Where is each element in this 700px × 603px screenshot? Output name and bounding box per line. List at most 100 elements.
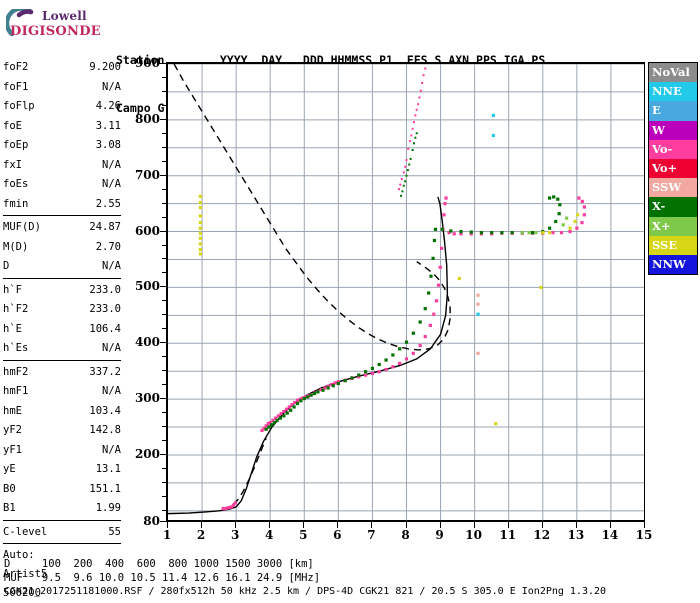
param-value: 55 <box>108 525 121 538</box>
param-row: M(D) 2.70 <box>3 238 121 258</box>
x-axis-tick <box>371 522 373 528</box>
x-axis-tick <box>303 522 305 528</box>
param-row: B1 1.99 <box>3 499 121 519</box>
series-sse-noise-column <box>198 194 202 256</box>
y-axis-minor-tick <box>162 188 166 190</box>
y-axis-minor-tick <box>162 467 166 469</box>
ionogram-plot[interactable] <box>166 62 645 522</box>
param-row: yF2 142.8 <box>3 421 121 441</box>
param-key: foFlp <box>3 100 35 112</box>
param-key: yF2 <box>3 424 22 436</box>
param-key: foE <box>3 119 22 132</box>
param-key: h`Es <box>3 342 29 354</box>
param-separator <box>3 543 121 544</box>
param-row: h`Es N/A <box>3 339 121 359</box>
legend-item-e[interactable]: E <box>649 101 697 121</box>
y-axis-minor-tick <box>162 426 166 428</box>
auto-info-line: Artist5 <box>3 568 48 580</box>
y-axis-tick-label: 700 <box>134 167 160 182</box>
legend-item-vo-[interactable]: Vo+ <box>649 158 697 179</box>
param-row: fmin 2.55 <box>3 195 121 215</box>
param-separator <box>3 215 121 216</box>
param-value: 9.200 <box>89 61 121 73</box>
param-key: foF2 <box>3 61 29 73</box>
param-row: foF2 9.200 <box>3 58 121 78</box>
x-axis-tick <box>541 522 543 528</box>
legend-item-vo-[interactable]: Vo- <box>649 139 697 159</box>
y-axis-minor-tick <box>162 495 166 497</box>
legend-item-noval[interactable]: NoVal <box>649 63 697 83</box>
param-value: 2.70 <box>95 240 121 253</box>
param-key: MUF(D) <box>3 221 41 233</box>
legend-item-ssw[interactable]: SSW <box>649 178 697 198</box>
y-axis-minor-tick <box>162 356 166 358</box>
x-axis-tick-label: 14 <box>601 528 619 542</box>
x-axis-tick-label: 15 <box>635 528 653 542</box>
param-value: 3.11 <box>95 119 121 132</box>
param-separator <box>3 519 121 521</box>
x-axis-tick <box>575 522 577 528</box>
y-axis-tick-label: 80 <box>143 514 160 528</box>
y-axis-minor-tick <box>162 509 166 511</box>
param-key: foEs <box>3 178 29 190</box>
series-x-cusp-overlay <box>520 216 569 235</box>
legend-item-nnw[interactable]: NNW <box>649 254 697 275</box>
param-row: hmF1 N/A <box>3 382 121 402</box>
param-separator <box>3 359 121 361</box>
param-value: 142.8 <box>89 424 121 436</box>
parameter-panel: foF2 9.200 foF1 N/A foFlp 4.26 foE 3.11 foEp 3.08… <box>3 58 121 603</box>
muf-dashed-curve-upper <box>173 64 451 351</box>
param-value: 24.87 <box>89 221 121 233</box>
x-axis-tick <box>473 522 475 528</box>
x-axis-tick <box>269 522 271 528</box>
param-row: h`F 233.0 <box>3 281 121 301</box>
param-row: hmE 103.4 <box>3 402 121 422</box>
param-row: C-level 55 <box>3 523 121 543</box>
legend-item-nne[interactable]: NNE <box>649 82 697 102</box>
param-key: h`E <box>3 322 22 335</box>
y-axis-minor-tick <box>162 412 166 414</box>
y-axis-tick-label: 800 <box>134 111 160 126</box>
y-axis-minor-tick <box>162 286 166 288</box>
y-axis-tick-label: 300 <box>134 391 160 406</box>
y-axis-minor-tick <box>162 384 166 386</box>
footer-distance-row: D 100 200 400 600 800 1000 1500 3000 [km… <box>4 558 314 570</box>
y-axis-minor-tick <box>162 258 166 260</box>
param-row: yF1 N/A <box>3 441 121 461</box>
footer-file-row: CGK21_2017251181000.RSF / 280fx512h 50 k… <box>4 586 607 597</box>
auto-info-line: 500200 <box>3 587 41 599</box>
x-axis-tick <box>644 522 645 528</box>
param-row: hmF2 337.2 <box>3 363 121 383</box>
x-axis-tick <box>439 522 441 528</box>
series-2nd-hop-x-echoes <box>400 132 418 197</box>
x-axis-tick-label: 11 <box>499 528 517 542</box>
grid <box>168 64 644 520</box>
param-value: 4.26 <box>95 100 121 112</box>
arc-icon <box>6 9 34 37</box>
legend-item-x-[interactable]: X+ <box>649 216 697 236</box>
y-axis-minor-tick <box>162 481 166 483</box>
legend-item-x-[interactable]: X- <box>649 197 697 217</box>
legend-item-sse[interactable]: SSE <box>649 235 697 255</box>
param-row: fxI N/A <box>3 156 121 176</box>
footer-muf-row: MUF 9.5 9.6 10.0 10.5 11.4 12.6 16.1 24.… <box>4 572 321 584</box>
param-key: B0 <box>3 482 16 495</box>
y-axis-minor-tick <box>162 314 166 316</box>
param-value: 151.1 <box>89 482 121 495</box>
y-axis-minor-tick <box>162 118 166 120</box>
ionogram-canvas <box>168 64 644 520</box>
y-axis-minor-tick <box>162 370 166 372</box>
series-o-trace-vo- <box>221 196 586 511</box>
x-axis-tick-label: 8 <box>401 528 410 542</box>
param-key: M(D) <box>3 240 29 253</box>
electron-density-profile <box>168 196 449 515</box>
param-key: foF1 <box>3 80 29 93</box>
y-axis-minor-tick <box>162 132 166 134</box>
x-axis-tick-label: 6 <box>333 528 342 542</box>
param-row: foEs N/A <box>3 175 121 195</box>
y-axis-tick-label: 500 <box>134 279 160 294</box>
param-value: 13.1 <box>95 463 121 475</box>
param-key: B1 <box>3 502 16 514</box>
legend-item-w[interactable]: W <box>649 120 697 140</box>
